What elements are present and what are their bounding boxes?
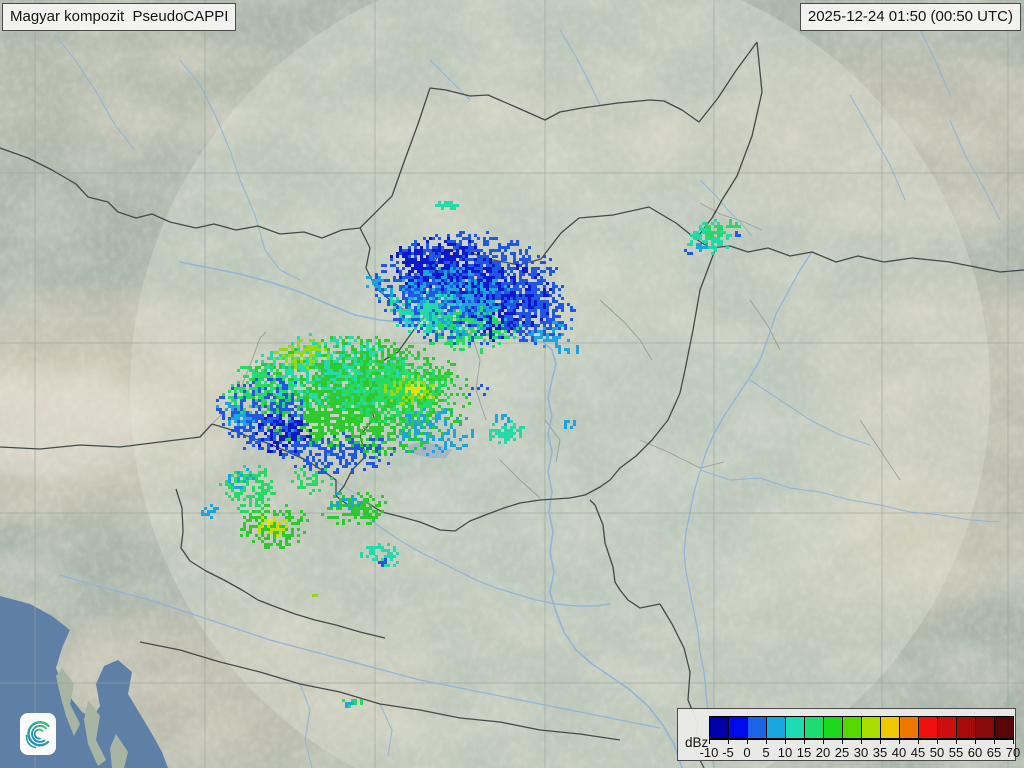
logo-spiral-icon (20, 713, 56, 755)
legend-tick-label: 25 (834, 745, 850, 760)
legend-tick-label: 0 (743, 745, 751, 760)
legend-tick-label: 20 (815, 745, 831, 760)
legend-swatch (804, 716, 823, 740)
legend-tick (861, 738, 862, 744)
legend-swatch (747, 716, 766, 740)
legend-swatch (880, 716, 899, 740)
legend-tick (823, 738, 824, 744)
legend-tick-label: -10 (699, 745, 719, 760)
legend-tick-label: 50 (929, 745, 945, 760)
dbz-unit-label: dBz (685, 735, 709, 750)
legend-tick-label: 15 (796, 745, 812, 760)
legend-tick (937, 738, 938, 744)
legend-tick (747, 738, 748, 744)
legend-tick-label: 40 (891, 745, 907, 760)
legend-tick-label: 65 (986, 745, 1002, 760)
legend-tick (918, 738, 919, 744)
legend-tick-label: 60 (967, 745, 983, 760)
legend-tick (1013, 738, 1014, 744)
legend-swatch (937, 716, 956, 740)
legend-tick (956, 738, 957, 744)
legend-swatch (709, 716, 728, 740)
legend-tick-label: 70 (1005, 745, 1021, 760)
hungaromet-logo (20, 712, 56, 756)
product-title: Magyar kompozit PseudoCAPPI (2, 3, 237, 31)
legend-tick-label: 35 (872, 745, 888, 760)
legend-tick (728, 738, 729, 744)
legend-swatches (709, 716, 1014, 740)
legend-tick (766, 738, 767, 744)
legend-tick (994, 738, 995, 744)
legend-swatch (918, 716, 937, 740)
legend-tick-label: 10 (777, 745, 793, 760)
legend-tick-label: 30 (853, 745, 869, 760)
legend-swatch (975, 716, 994, 740)
dbz-legend: dBz -10 -5 0 5 10 15 20 25 30 35 40 45 50 55 60 65 70 (677, 708, 1020, 761)
timestamp-label: 2025-12-24 01:50 (00:50 UTC) (799, 3, 1021, 31)
legend-tick-label: 45 (910, 745, 926, 760)
legend-tick (975, 738, 976, 744)
legend-tick (880, 738, 881, 744)
legend-tick-label: 5 (762, 745, 770, 760)
legend-tick-label: -5 (722, 745, 734, 760)
legend-swatch (766, 716, 785, 740)
legend-swatch (728, 716, 747, 740)
legend-swatch (785, 716, 804, 740)
legend-swatch (956, 716, 975, 740)
legend-swatch (842, 716, 861, 740)
legend-tick (709, 738, 710, 744)
legend-swatch (899, 716, 918, 740)
legend-tick-label: 55 (948, 745, 964, 760)
legend-swatch (994, 716, 1014, 740)
legend-tick (842, 738, 843, 744)
legend-swatch (823, 716, 842, 740)
legend-swatch (861, 716, 880, 740)
legend-tick (804, 738, 805, 744)
legend-tick (785, 738, 786, 744)
legend-tick (899, 738, 900, 744)
